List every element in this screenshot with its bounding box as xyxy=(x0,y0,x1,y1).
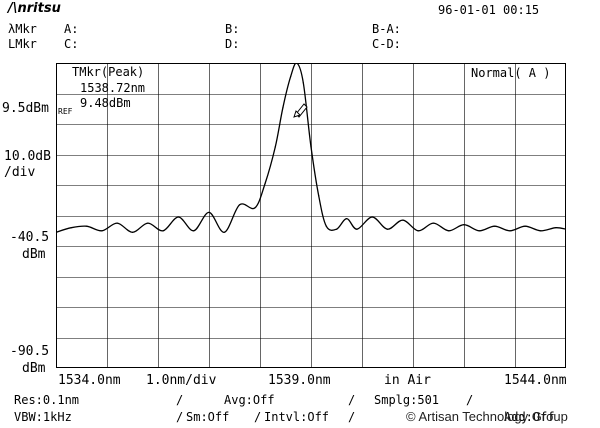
trace-point xyxy=(223,231,225,233)
trace-point xyxy=(290,76,292,78)
trace-point xyxy=(310,146,312,148)
separator-4: / xyxy=(176,410,184,424)
marker-b-label: B: xyxy=(225,22,240,36)
trace-point xyxy=(318,195,320,197)
x-per-div-label: 1.0nm/div xyxy=(146,373,217,388)
marker-c-label: C: xyxy=(64,37,79,51)
trace-marker-level: 9.48dBm xyxy=(80,96,131,110)
trace-point xyxy=(478,230,480,232)
trace-point xyxy=(177,216,179,218)
separator-5: / xyxy=(254,410,262,424)
trace-point xyxy=(346,218,348,220)
trace-point xyxy=(70,227,72,229)
trace-point xyxy=(147,222,149,224)
trace-point xyxy=(356,228,358,230)
trace-point xyxy=(509,230,511,232)
trace-point xyxy=(86,225,88,227)
trace-mode: Normal( A ) xyxy=(471,66,551,80)
peak-marker-icon[interactable] xyxy=(292,99,312,119)
trace-point xyxy=(239,204,241,206)
average-setting: Avg:Off xyxy=(224,393,275,407)
trace-point xyxy=(116,222,118,224)
trace-point xyxy=(208,211,210,213)
trace-marker-title: TMkr(Peak) xyxy=(72,65,145,79)
marker-a-label: A: xyxy=(64,22,79,36)
separator-3: / xyxy=(466,393,474,407)
scale-value: 10.0dB xyxy=(4,149,51,164)
trace-marker-wavelength: 1538.72nm xyxy=(80,81,146,95)
x-stop-label: 1544.0nm xyxy=(504,373,567,388)
trace-point xyxy=(296,63,298,64)
trace-point xyxy=(162,230,164,232)
spectrum-plot[interactable] xyxy=(56,63,566,368)
plot-border xyxy=(56,63,566,368)
trace-point xyxy=(524,225,526,227)
x-center-label: 1539.0nm xyxy=(268,373,331,388)
x-medium-label: in Air xyxy=(384,373,431,388)
trace-point xyxy=(448,230,450,232)
trace-point xyxy=(335,228,338,230)
spectrum-trace-line xyxy=(56,63,566,233)
trace-point xyxy=(193,230,195,232)
trace-point xyxy=(101,230,103,232)
trace-point xyxy=(539,230,542,232)
plot-grid xyxy=(56,63,566,368)
trace-layer xyxy=(56,63,566,233)
trace-point xyxy=(282,106,284,108)
marker-c-d-label: C-D: xyxy=(372,37,401,51)
bottom-level-value: -90.5 xyxy=(10,344,50,359)
trace-point xyxy=(254,207,256,209)
separator-6: / xyxy=(348,410,356,424)
mid-level-unit: dBm xyxy=(22,247,46,262)
trace-point xyxy=(555,227,557,229)
trace-point xyxy=(402,219,404,221)
mid-level-value: -40.5 xyxy=(10,230,50,245)
interval-setting: Intvl:Off xyxy=(264,410,330,424)
smoothing-setting: Sm:Off xyxy=(186,410,230,424)
x-start-label: 1534.0nm xyxy=(58,373,121,388)
trace-point xyxy=(386,228,389,230)
sampling-setting: Smplg:501 xyxy=(374,393,440,407)
marker-d-label: D: xyxy=(225,37,240,51)
bottom-level-unit: dBm xyxy=(22,361,46,376)
trace-point xyxy=(463,224,465,226)
brand-logo: /\nritsu xyxy=(8,1,61,16)
lambda-marker-label: λMkr xyxy=(8,22,37,36)
trace-point xyxy=(302,82,304,84)
date-time: 96-01-01 00:15 xyxy=(438,3,540,17)
separator-1: / xyxy=(176,393,184,407)
marker-b-a-label: B-A: xyxy=(372,22,401,36)
add-setting: Add:Off xyxy=(504,410,555,424)
trace-point xyxy=(274,146,276,148)
trace-point xyxy=(264,182,266,185)
separator-2: / xyxy=(348,393,356,407)
trace-point xyxy=(565,228,566,230)
ref-tag: REF xyxy=(58,107,73,116)
spectrum-graph[interactable] xyxy=(56,63,566,368)
scale-unit: /div xyxy=(4,165,36,180)
watermark-text: © Artisan Technology Group xyxy=(406,409,568,424)
vbw-setting: VBW:1kHz xyxy=(14,410,72,424)
level-marker-label: LMkr xyxy=(8,37,37,51)
trace-point xyxy=(56,231,57,233)
trace-point xyxy=(131,231,134,233)
trace-point xyxy=(432,222,434,224)
ref-level-value: 9.5dBm xyxy=(2,101,49,116)
trace-point xyxy=(417,230,419,232)
trace-point xyxy=(325,225,327,227)
trace-point xyxy=(371,216,373,218)
resolution-setting: Res:0.1nm xyxy=(14,393,80,407)
trace-point xyxy=(494,225,496,227)
